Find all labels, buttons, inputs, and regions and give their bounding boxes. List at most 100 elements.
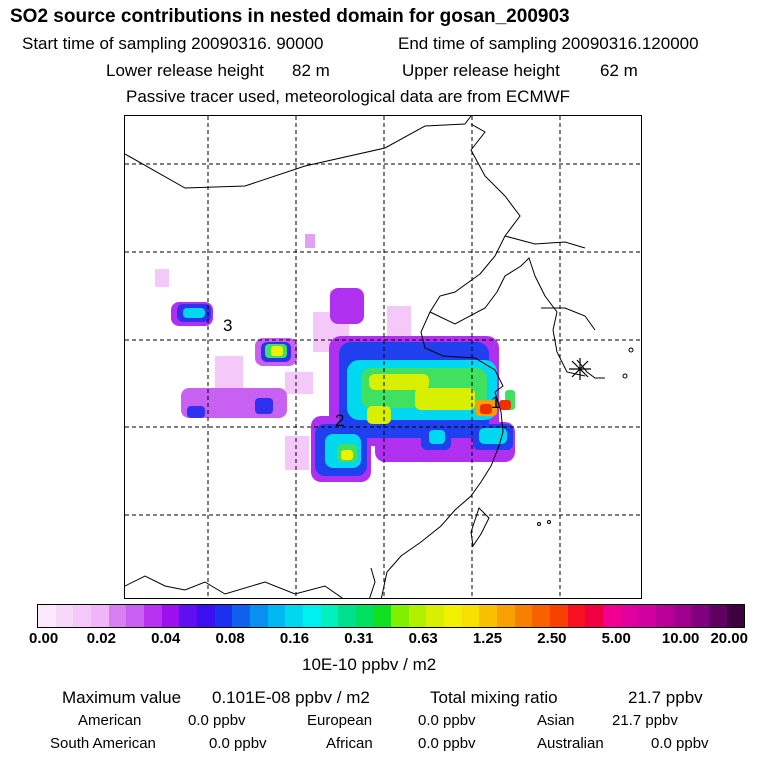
colorbar-segment: [232, 605, 250, 627]
colorbar-segment: [655, 605, 674, 627]
coastline: [470, 507, 490, 548]
colorbar-segment: [514, 605, 533, 627]
coastline: [628, 347, 634, 353]
coastline: [576, 359, 605, 379]
colorbar-segment: [90, 605, 109, 627]
colorbar-segment: [673, 605, 692, 627]
upper-height-label: Upper release height: [402, 61, 560, 80]
colorbar-segment: [143, 605, 162, 627]
region-value: 0.0 ppbv: [651, 735, 709, 752]
lower-height-value: 82 m: [292, 61, 330, 80]
colorbar-segment: [126, 605, 144, 627]
border-line: [125, 116, 472, 189]
colorbar-segment: [479, 605, 498, 627]
colorbar-segment: [638, 605, 656, 627]
coastline: [429, 291, 498, 325]
colorbar-segment: [196, 605, 215, 627]
colorbar-tick-label: 0.63: [408, 630, 438, 647]
region-name: European: [307, 712, 373, 729]
colorbar-segment: [249, 605, 268, 627]
colorbar-segment: [567, 605, 586, 627]
coastline: [547, 520, 551, 524]
plume-cell: [415, 388, 475, 410]
region-name: South American: [50, 735, 156, 752]
colorbar-segment: [550, 605, 568, 627]
colorbar-tick-label: 0.16: [279, 630, 310, 647]
border-line: [470, 123, 521, 275]
region-name: Asian: [537, 712, 575, 729]
colorbar-tick-label: 0.04: [151, 630, 181, 647]
colorbar-segment: [38, 605, 56, 627]
plume-cell: [369, 374, 429, 390]
region-name: Australian: [537, 735, 604, 752]
plume-cell: [341, 450, 353, 460]
colorbar-tick-label: 20.00: [710, 630, 749, 647]
total-mixing-label: Total mixing ratio: [430, 688, 558, 707]
plume-cell: [285, 436, 309, 470]
plume-cell: [215, 356, 243, 390]
plume-cell: [429, 430, 445, 444]
colorbar-segment: [691, 605, 709, 627]
colorbar-segment: [532, 605, 551, 627]
max-value-label: Maximum value: [62, 688, 182, 707]
plume-cell: [499, 400, 511, 410]
colorbar-segment: [73, 605, 91, 627]
lower-height-label: Lower release height: [106, 61, 264, 80]
coastline: [622, 373, 628, 379]
total-mixing-value: 21.7 ppbv: [628, 688, 703, 707]
colorbar-segment: [585, 605, 603, 627]
plume-cell: [479, 428, 507, 444]
tracer-note: Passive tracer used, meteorological data…: [126, 87, 571, 106]
start-time-label: Start time of sampling 20090316. 90000: [22, 34, 324, 53]
colorbar-tick-label: 1.25: [472, 630, 503, 647]
colorbar-segment: [708, 605, 727, 627]
colorbar-segment: [603, 605, 621, 627]
border-line: [541, 307, 596, 331]
plume-cell: [187, 406, 205, 418]
colorbar-segment: [214, 605, 233, 627]
colorbar-segment: [338, 605, 356, 627]
coastline: [552, 329, 586, 377]
map-panel: 1 2 3: [124, 115, 642, 599]
grid-layer: [125, 116, 641, 598]
asterisk-icon: [569, 358, 591, 380]
plume-cell: [367, 406, 391, 424]
colorbar-segment: [620, 605, 639, 627]
region-name: African: [326, 735, 373, 752]
region-value: 0.0 ppbv: [418, 735, 476, 752]
region-label-3: 3: [223, 316, 232, 335]
coastline: [420, 273, 504, 393]
region-label-1: 1: [491, 393, 500, 412]
max-value: 0.101E-08 ppbv / m2: [212, 688, 370, 707]
plume-cell: [480, 404, 492, 414]
region-name: American: [78, 712, 142, 729]
colorbar-tick-label: 0.02: [86, 630, 116, 647]
colorbar-tick-label: 2.50: [537, 630, 567, 647]
border-line: [504, 235, 586, 249]
plume-cell: [285, 372, 313, 394]
region-value: 0.0 ppbv: [209, 735, 267, 752]
colorbar-segment: [355, 605, 374, 627]
end-time-label: End time of sampling 20090316.120000: [398, 34, 699, 53]
colorbar-segment: [391, 605, 409, 627]
colorbar-segment: [320, 605, 339, 627]
colorbar-segment: [444, 605, 462, 627]
colorbar-tick-label: 0.31: [344, 630, 374, 647]
map-canvas: 1 2 3: [125, 116, 641, 598]
colorbar: [37, 604, 745, 628]
plume-cell: [330, 288, 364, 324]
colorbar-tick-label: 0.00: [29, 630, 59, 647]
border-line: [369, 567, 376, 598]
colorbar-segment: [461, 605, 480, 627]
plume-cell: [271, 346, 283, 356]
colorbar-segment: [108, 605, 127, 627]
coastline: [537, 522, 541, 526]
colorbar-segment: [408, 605, 427, 627]
colorbar-segment: [373, 605, 392, 627]
colorbar-segment: [497, 605, 515, 627]
region-value: 0.0 ppbv: [418, 712, 476, 729]
plume-layer: [155, 234, 515, 482]
colorbar-segment: [302, 605, 321, 627]
plume-cell: [305, 234, 315, 248]
colorbar-unit: 10E-10 ppbv / m2: [302, 655, 437, 674]
